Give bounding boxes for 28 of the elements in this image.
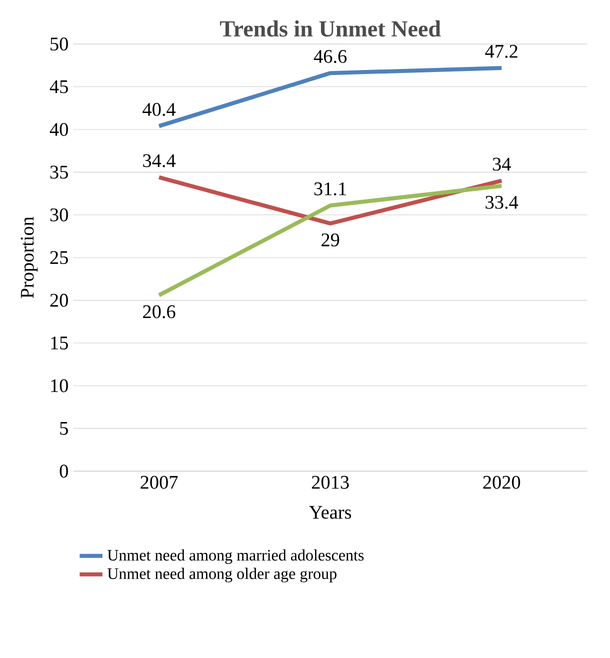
data-label: 31.1 bbox=[314, 182, 346, 196]
data-label: 20.6 bbox=[143, 305, 176, 318]
x-axis-title: Years bbox=[309, 506, 352, 519]
data-label: 47.2 bbox=[485, 44, 518, 58]
data-label: 40.4 bbox=[142, 102, 176, 116]
chart-title: Trends in Unmet Need bbox=[220, 20, 441, 37]
y-tick-label: 30 bbox=[50, 208, 68, 222]
data-label: 33.4 bbox=[486, 196, 518, 209]
x-tick-label: 2013 bbox=[312, 476, 349, 489]
y-tick-label: 5 bbox=[60, 422, 68, 435]
data-label: 46.6 bbox=[314, 50, 347, 64]
y-tick-label: 45 bbox=[50, 80, 68, 94]
y-tick-label: 0 bbox=[60, 464, 68, 478]
y-tick-label: 10 bbox=[51, 379, 68, 392]
y-tick-label: 20 bbox=[50, 294, 68, 307]
y-axis-title: Proportion bbox=[20, 216, 38, 298]
x-tick-label: 2020 bbox=[483, 476, 520, 489]
y-tick-label: 40 bbox=[50, 122, 68, 136]
data-label: 29 bbox=[322, 233, 340, 246]
data-label: 34 bbox=[492, 158, 511, 171]
y-tick-label: 50 bbox=[50, 38, 68, 51]
y-tick-label: 15 bbox=[51, 336, 68, 350]
data-label: 34.4 bbox=[143, 154, 176, 168]
y-tick-label: 25 bbox=[50, 251, 68, 264]
x-tick-label: 2007 bbox=[140, 476, 178, 489]
legend-label: Unmet need among older age group bbox=[108, 568, 336, 582]
legend-label: Unmet need among married adolescents bbox=[108, 549, 364, 564]
y-tick-label: 35 bbox=[50, 166, 68, 179]
